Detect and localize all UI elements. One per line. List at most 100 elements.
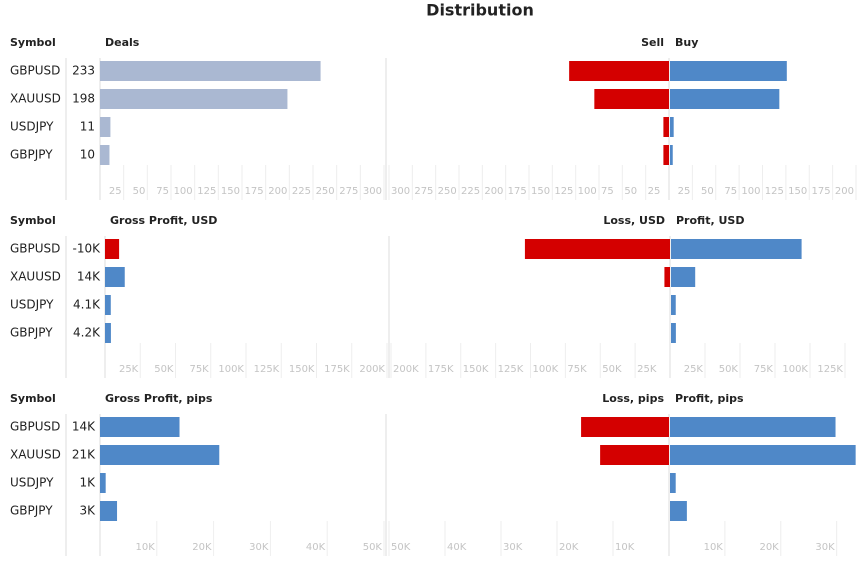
value-label: 14K — [72, 420, 96, 434]
x-tick-label: 275 — [414, 186, 433, 197]
x-tick-label: 175K — [324, 364, 350, 375]
bar — [600, 445, 669, 465]
symbol: GBPUSD — [10, 64, 60, 78]
symbol: USDJPY — [10, 120, 54, 134]
symbol: GBPJPY — [10, 148, 53, 162]
bar — [671, 267, 696, 287]
x-tick-label: 50 — [624, 186, 637, 197]
legend-entry: Sell — [641, 36, 664, 49]
x-tick-label: 50 — [701, 186, 714, 197]
column-header: Symbol — [10, 36, 56, 49]
legend-entry: Loss, pips — [602, 392, 664, 405]
bar — [670, 473, 676, 493]
symbol: XAUUSD — [10, 448, 61, 462]
x-tick-label: 75K — [189, 364, 209, 375]
bar — [670, 501, 687, 521]
symbol: GBPUSD — [10, 420, 60, 434]
x-tick-label: 200K — [359, 364, 385, 375]
symbol: USDJPY — [10, 298, 54, 312]
bar — [664, 267, 670, 287]
bar — [105, 267, 125, 287]
bar — [671, 239, 802, 259]
x-tick-label: 175 — [508, 186, 527, 197]
bar — [671, 323, 676, 343]
x-tick-label: 25K — [637, 364, 657, 375]
x-tick-label: 125K — [498, 364, 524, 375]
bar — [105, 323, 111, 343]
x-tick-label: 30K — [503, 542, 523, 553]
column-header: Symbol — [10, 392, 56, 405]
x-tick-label: 250 — [438, 186, 457, 197]
symbol: GBPJPY — [10, 504, 53, 518]
x-tick-label: 125 — [554, 186, 573, 197]
bar — [100, 417, 180, 437]
x-tick-label: 20K — [192, 542, 212, 553]
value-label: 10 — [80, 148, 95, 162]
x-tick-label: 100 — [741, 186, 760, 197]
value-label: -10K — [73, 242, 102, 256]
x-tick-label: 50K — [154, 364, 174, 375]
x-tick-label: 175 — [812, 186, 831, 197]
bar — [100, 145, 110, 165]
bar — [105, 295, 111, 315]
bar — [594, 89, 669, 109]
x-tick-label: 225 — [292, 186, 311, 197]
x-tick-label: 10K — [704, 542, 724, 553]
symbol: GBPJPY — [10, 326, 53, 340]
x-tick-label: 225 — [461, 186, 480, 197]
x-tick-label: 25K — [684, 364, 704, 375]
bar — [671, 295, 676, 315]
x-tick-label: 50 — [133, 186, 146, 197]
x-tick-label: 125 — [765, 186, 784, 197]
bar — [569, 61, 669, 81]
x-tick-label: 125K — [254, 364, 280, 375]
x-tick-label: 75 — [601, 186, 614, 197]
x-tick-label: 150K — [289, 364, 315, 375]
x-tick-label: 100K — [533, 364, 559, 375]
x-tick-label: 25K — [119, 364, 139, 375]
x-tick-label: 100 — [174, 186, 193, 197]
x-tick-label: 150K — [463, 364, 489, 375]
legend-entry: Buy — [675, 36, 698, 49]
x-tick-label: 175K — [428, 364, 454, 375]
bar — [663, 145, 669, 165]
bar — [663, 117, 669, 137]
column-header: Gross Profit, USD — [110, 214, 217, 227]
bar — [100, 445, 220, 465]
x-tick-label: 75K — [567, 364, 587, 375]
bar — [105, 239, 120, 259]
x-tick-label: 100 — [578, 186, 597, 197]
value-label: 14K — [77, 270, 101, 284]
x-tick-label: 40K — [447, 542, 467, 553]
x-tick-label: 75 — [724, 186, 737, 197]
x-tick-label: 20K — [559, 542, 579, 553]
bar — [524, 239, 670, 259]
x-tick-label: 50K — [391, 542, 411, 553]
x-tick-label: 40K — [306, 542, 326, 553]
bar — [670, 145, 673, 165]
symbol: XAUUSD — [10, 92, 61, 106]
legend-entry: Loss, USD — [603, 214, 665, 227]
x-tick-label: 200 — [484, 186, 503, 197]
x-tick-label: 175 — [245, 186, 264, 197]
bar — [670, 417, 836, 437]
x-tick-label: 25 — [648, 186, 661, 197]
x-tick-label: 250 — [316, 186, 335, 197]
value-label: 4.1K — [73, 298, 101, 312]
x-tick-label: 30K — [815, 542, 835, 553]
value-label: 11 — [80, 120, 95, 134]
x-tick-label: 200K — [393, 364, 419, 375]
x-tick-label: 10K — [136, 542, 156, 553]
x-tick-label: 25 — [678, 186, 691, 197]
bar — [670, 61, 787, 81]
x-tick-label: 125K — [817, 364, 843, 375]
column-header: Gross Profit, pips — [105, 392, 213, 405]
x-tick-label: 300 — [363, 186, 382, 197]
x-tick-label: 30K — [249, 542, 269, 553]
x-tick-label: 150 — [531, 186, 550, 197]
bar — [670, 445, 856, 465]
x-tick-label: 75 — [156, 186, 169, 197]
bar — [670, 89, 780, 109]
legend-entry: Profit, USD — [676, 214, 744, 227]
